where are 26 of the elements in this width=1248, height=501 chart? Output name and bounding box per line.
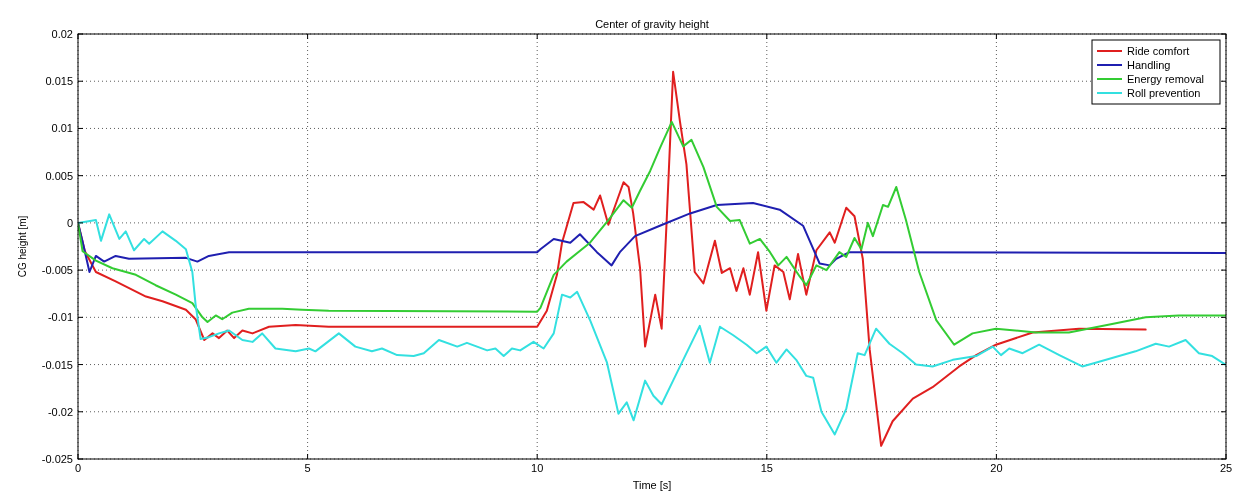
y-tick-label: -0.015 (41, 358, 73, 371)
legend-label: Handling (1127, 59, 1171, 71)
legend-label: Ride comfort (1127, 45, 1190, 57)
chart-title: Center of gravity height (595, 18, 709, 30)
x-tick-label: 15 (760, 462, 773, 474)
x-axis-title: Time [s] (632, 479, 672, 491)
legend-label: Energy removal (1127, 73, 1205, 85)
y-tick-label: -0.02 (47, 405, 73, 418)
y-tick-label: 0.005 (45, 169, 73, 182)
x-tick-label: 0 (74, 462, 82, 474)
y-axis-title: CG height [m] (17, 215, 28, 278)
y-tick-label: 0.02 (51, 28, 73, 40)
x-tick-label: 5 (304, 462, 311, 474)
y-tick-label: 0 (66, 216, 73, 229)
x-tick-label: 25 (1219, 462, 1233, 474)
line-series (78, 213, 1226, 436)
legend-label: Roll prevention (1127, 87, 1201, 99)
x-tick-label: 20 (990, 462, 1003, 474)
y-tick-label: -0.01 (47, 311, 73, 324)
line-series (78, 202, 1226, 273)
line-series (78, 120, 1226, 346)
y-tick-label: -0.025 (41, 453, 73, 465)
y-tick-label: -0.005 (41, 264, 73, 277)
y-tick-label: 0.015 (45, 75, 73, 88)
y-tick-label: 0.01 (51, 122, 73, 135)
x-tick-label: 10 (531, 462, 544, 474)
